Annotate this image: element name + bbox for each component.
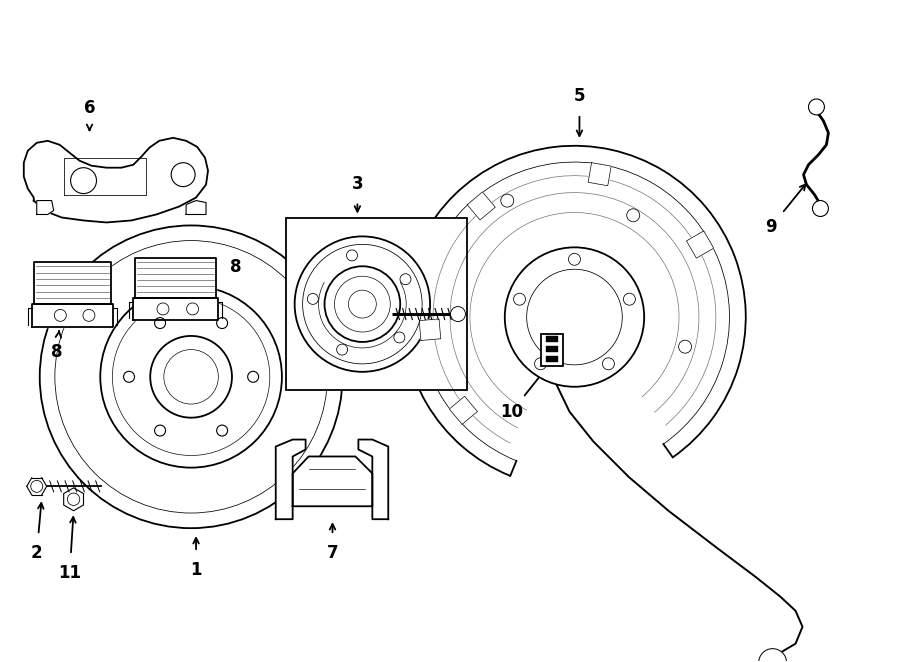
Circle shape	[500, 194, 514, 207]
Text: 11: 11	[58, 564, 81, 582]
Circle shape	[813, 201, 828, 216]
Circle shape	[505, 248, 644, 387]
Circle shape	[346, 250, 357, 261]
Circle shape	[337, 344, 347, 355]
Circle shape	[526, 269, 622, 365]
Circle shape	[624, 293, 635, 305]
Bar	[285, 218, 467, 390]
Circle shape	[394, 332, 405, 343]
Bar	[545, 346, 557, 352]
Circle shape	[308, 293, 319, 305]
Polygon shape	[32, 305, 113, 327]
Polygon shape	[37, 201, 54, 214]
Polygon shape	[133, 299, 218, 320]
Text: 3: 3	[352, 175, 364, 193]
Text: 8: 8	[51, 343, 62, 361]
Bar	[541, 334, 562, 366]
Text: 6: 6	[84, 99, 95, 117]
Polygon shape	[467, 192, 495, 220]
Polygon shape	[687, 231, 714, 258]
Text: 4: 4	[424, 350, 436, 368]
Circle shape	[602, 357, 615, 370]
Text: 10: 10	[500, 402, 523, 420]
Text: 9: 9	[765, 218, 777, 236]
Polygon shape	[186, 201, 206, 214]
Text: 2: 2	[31, 544, 42, 562]
Circle shape	[325, 266, 400, 342]
Circle shape	[400, 274, 411, 285]
Polygon shape	[135, 258, 216, 299]
Polygon shape	[403, 146, 746, 476]
Circle shape	[626, 209, 640, 222]
Circle shape	[535, 357, 546, 370]
Circle shape	[514, 293, 526, 305]
Text: 1: 1	[190, 561, 202, 579]
Polygon shape	[358, 440, 388, 519]
Polygon shape	[419, 319, 441, 340]
Polygon shape	[588, 163, 611, 186]
Polygon shape	[23, 138, 208, 222]
Circle shape	[40, 226, 343, 528]
Circle shape	[759, 649, 787, 662]
Circle shape	[294, 236, 430, 372]
Circle shape	[451, 307, 465, 322]
Text: 8: 8	[230, 258, 242, 276]
Polygon shape	[275, 440, 306, 519]
Bar	[545, 336, 557, 342]
Circle shape	[808, 99, 824, 115]
Circle shape	[679, 340, 691, 353]
Polygon shape	[64, 488, 84, 511]
Polygon shape	[449, 397, 477, 424]
Text: 7: 7	[327, 544, 338, 562]
Text: 5: 5	[573, 87, 585, 105]
Polygon shape	[292, 457, 373, 506]
Bar	[545, 356, 557, 362]
Polygon shape	[34, 262, 112, 305]
Circle shape	[569, 254, 580, 265]
